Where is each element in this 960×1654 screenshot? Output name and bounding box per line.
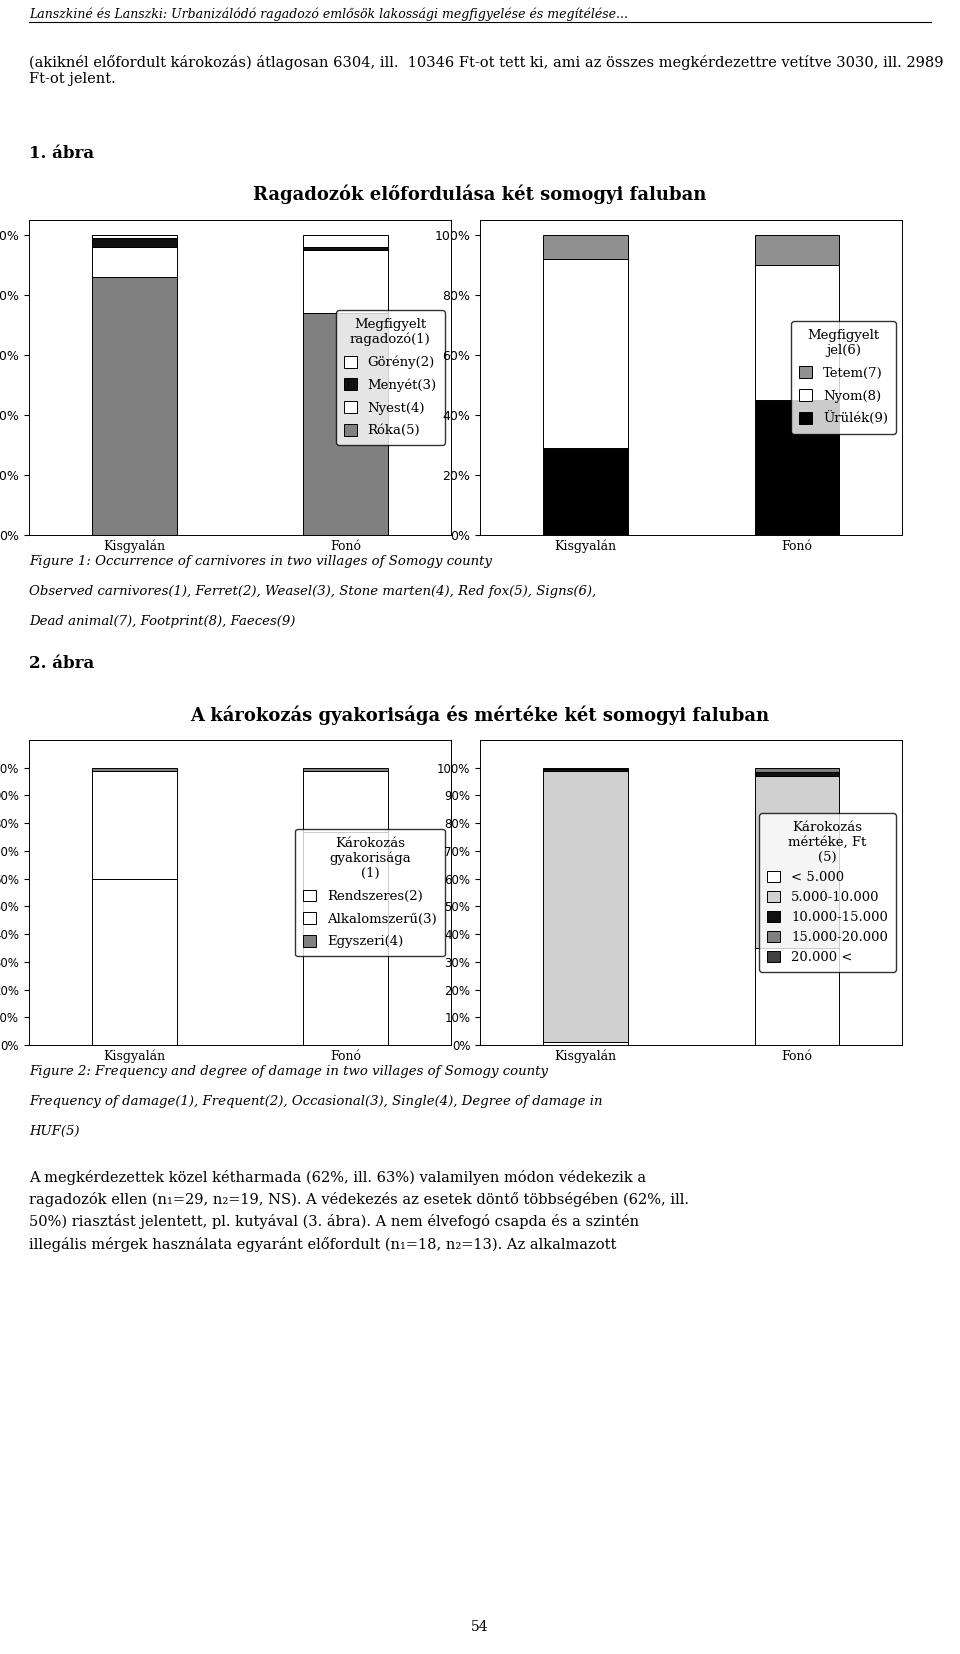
- Bar: [755, 767, 839, 772]
- Bar: [755, 948, 839, 1045]
- Text: Ragadozók előfordulása két somogyi faluban: Ragadozók előfordulása két somogyi falub…: [253, 185, 707, 205]
- Bar: [303, 771, 388, 832]
- Bar: [303, 246, 388, 250]
- Bar: [92, 767, 177, 771]
- Bar: [303, 767, 388, 771]
- Legend: < 5.000, 5.000-10.000, 10.000-15.000, 15.000-20.000, 20.000 <: < 5.000, 5.000-10.000, 10.000-15.000, 15…: [759, 814, 896, 973]
- Bar: [92, 238, 177, 246]
- Text: 54: 54: [471, 1619, 489, 1634]
- Bar: [92, 246, 177, 276]
- Bar: [755, 235, 839, 265]
- Legend: Görény(2), Menyét(3), Nyest(4), Róka(5): Görény(2), Menyét(3), Nyest(4), Róka(5): [336, 309, 444, 445]
- Text: Dead animal(7), Footprint(8), Faeces(9): Dead animal(7), Footprint(8), Faeces(9): [29, 615, 295, 629]
- Bar: [92, 276, 177, 534]
- Bar: [755, 265, 839, 400]
- Text: Figure 2: Frequency and degree of damage in two villages of Somogy county: Figure 2: Frequency and degree of damage…: [29, 1065, 548, 1078]
- Bar: [755, 400, 839, 534]
- Text: Lanszkiné és Lanszki: Urbanizálódó ragadozó emlősök lakossági megfigyelése és me: Lanszkiné és Lanszki: Urbanizálódó ragad…: [29, 8, 628, 22]
- Text: A károkozás gyakorisága és mértéke két somogyi faluban: A károkozás gyakorisága és mértéke két s…: [190, 705, 770, 724]
- Bar: [543, 260, 628, 448]
- Bar: [303, 235, 388, 246]
- Bar: [755, 776, 839, 948]
- Legend: Tetem(7), Nyom(8), Ürülék(9): Tetem(7), Nyom(8), Ürülék(9): [791, 321, 896, 433]
- Text: 2. ábra: 2. ábra: [29, 655, 94, 672]
- Bar: [303, 832, 388, 1045]
- Text: Figure 1: Occurrence of carnivores in two villages of Somogy county: Figure 1: Occurrence of carnivores in tw…: [29, 556, 492, 567]
- Bar: [543, 448, 628, 534]
- Text: (akiknél előfordult károkozás) átlagosan 6304, ill.  10346 Ft-ot tett ki, ami az: (akiknél előfordult károkozás) átlagosan…: [29, 55, 944, 86]
- Bar: [543, 235, 628, 260]
- Bar: [303, 313, 388, 534]
- Bar: [303, 250, 388, 313]
- Legend: Rendszeres(2), Alkalomszerű(3), Egyszeri(4): Rendszeres(2), Alkalomszerű(3), Egyszeri…: [296, 829, 444, 956]
- Bar: [755, 772, 839, 776]
- Bar: [92, 878, 177, 1045]
- Text: Frequency of damage(1), Frequent(2), Occasional(3), Single(4), Degree of damage : Frequency of damage(1), Frequent(2), Occ…: [29, 1095, 602, 1108]
- Bar: [92, 235, 177, 238]
- Text: HUF(5): HUF(5): [29, 1125, 80, 1138]
- Text: Observed carnivores(1), Ferret(2), Weasel(3), Stone marten(4), Red fox(5), Signs: Observed carnivores(1), Ferret(2), Wease…: [29, 586, 596, 599]
- Bar: [92, 771, 177, 878]
- Bar: [543, 771, 628, 1042]
- Bar: [543, 1042, 628, 1045]
- Text: A megkérdezettek közel kétharmada (62%, ill. 63%) valamilyen módon védekezik a
r: A megkérdezettek közel kétharmada (62%, …: [29, 1169, 688, 1252]
- Text: 1. ábra: 1. ábra: [29, 146, 94, 162]
